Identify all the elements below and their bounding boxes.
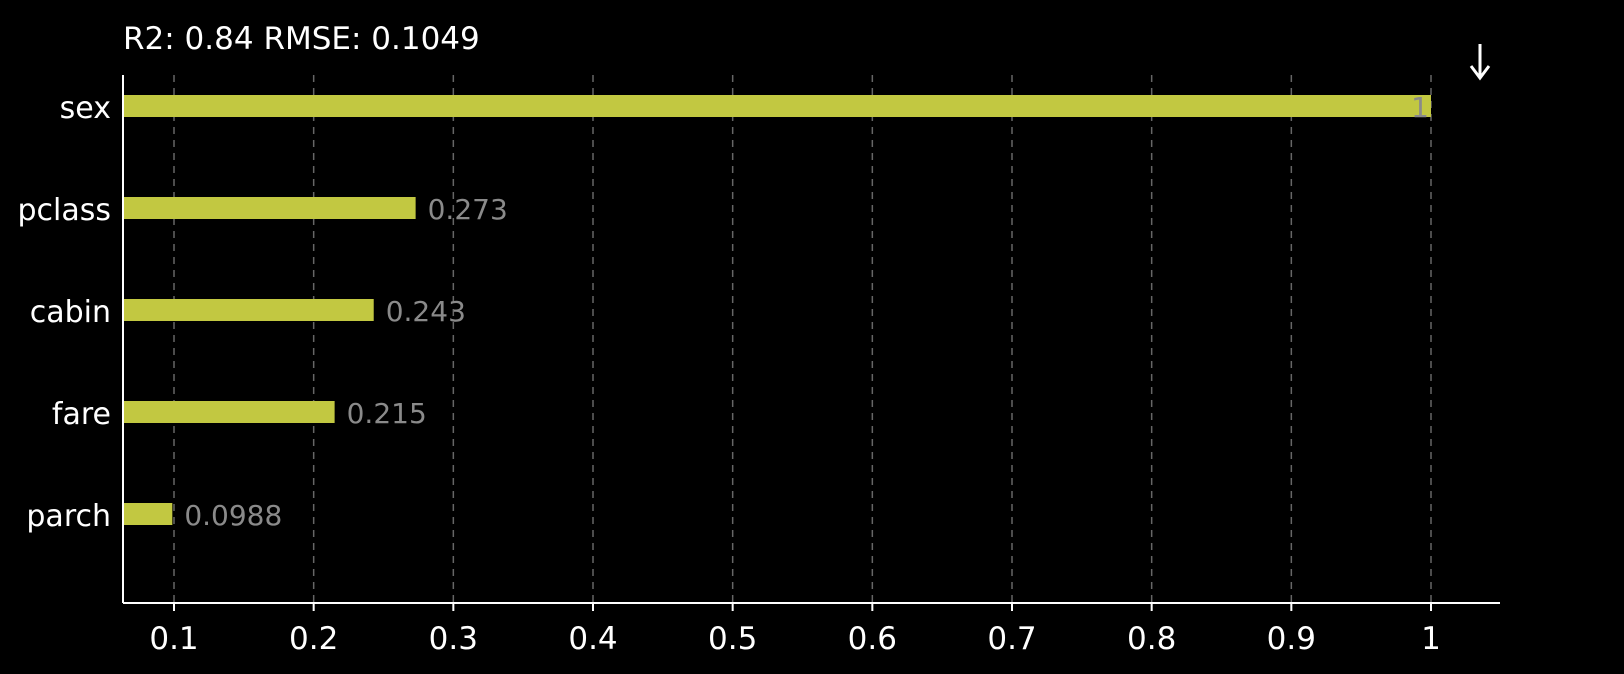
x-tick-label: 0.4 — [568, 621, 617, 657]
bar-parch[interactable] — [124, 503, 173, 525]
x-tick-label: 0.8 — [1127, 621, 1176, 657]
x-tick-label: 0.7 — [987, 621, 1036, 657]
bar-pclass[interactable] — [124, 197, 416, 219]
x-tick-label: 0.1 — [149, 621, 198, 657]
bar-fare[interactable] — [124, 401, 335, 423]
x-tick-label: 0.9 — [1267, 621, 1316, 657]
value-label-pclass: 0.273 — [428, 193, 508, 226]
category-label-pclass: pclass — [17, 193, 111, 228]
value-label-sex: 1 — [1411, 91, 1429, 124]
x-tick-label: 0.2 — [289, 621, 338, 657]
value-label-parch: 0.0988 — [184, 499, 282, 532]
chart-title: R2: 0.84 RMSE: 0.1049 — [123, 21, 480, 57]
value-label-cabin: 0.243 — [386, 295, 466, 328]
category-label-fare: fare — [52, 397, 111, 432]
bar-sex[interactable] — [124, 95, 1431, 117]
arrow-down-icon[interactable] — [1466, 42, 1494, 84]
x-tick-label: 0.3 — [429, 621, 478, 657]
x-tick-label: 1 — [1421, 621, 1441, 657]
x-tick-label: 0.6 — [848, 621, 897, 657]
value-label-fare: 0.215 — [347, 397, 427, 430]
category-label-parch: parch — [26, 499, 111, 534]
x-tick-label: 0.5 — [708, 621, 757, 657]
category-label-cabin: cabin — [30, 295, 111, 330]
bar-cabin[interactable] — [124, 299, 374, 321]
category-label-sex: sex — [60, 91, 111, 126]
